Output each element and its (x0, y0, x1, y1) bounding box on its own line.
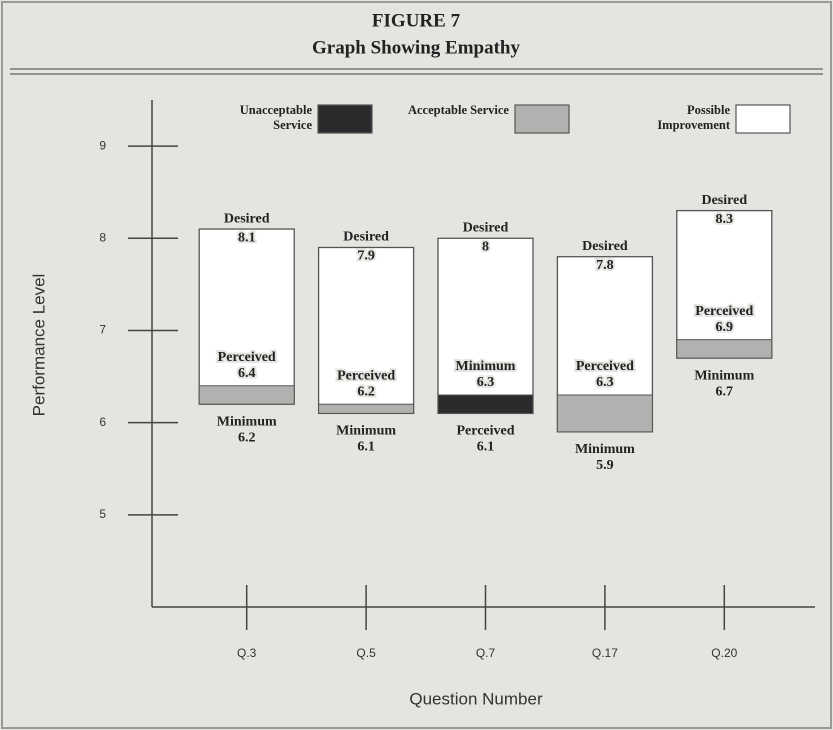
lower-value: 6.1 (357, 440, 375, 455)
lower-label: Minimum (575, 442, 635, 457)
lower-label: Minimum (217, 414, 277, 429)
upper-value: 6.9 (716, 320, 734, 335)
desired-value: 8 (482, 239, 489, 254)
legend-swatch (735, 104, 791, 134)
lower-value: 6.2 (238, 430, 256, 445)
zone-box (198, 228, 295, 405)
upper-label: Perceived (218, 350, 276, 365)
perceived-band (437, 394, 534, 414)
desired-label: Desired (701, 193, 747, 208)
legend-swatch (317, 104, 373, 134)
x-tick-label: Q.3 (237, 646, 257, 660)
x-tick-label: Q.17 (592, 646, 618, 660)
upper-label: Perceived (576, 359, 634, 374)
upper-label: Perceived (337, 368, 395, 383)
desired-label: Desired (582, 239, 628, 254)
upper-value: 6.3 (477, 375, 495, 390)
y-tick-label: 7 (99, 323, 106, 337)
upper-label: Perceived (695, 304, 753, 319)
lower-label: Minimum (694, 368, 754, 383)
lower-label: Minimum (336, 424, 396, 439)
legend-text-box: Unacceptable Service (239, 103, 312, 132)
lower-label: Perceived (456, 424, 514, 439)
chart-title: FIGURE 7 (372, 10, 461, 31)
chart-subtitle: Graph Showing Empathy (312, 37, 521, 58)
desired-value: 7.9 (357, 249, 375, 264)
upper-value: 6.4 (238, 366, 256, 381)
zone-box (676, 209, 773, 359)
legend-swatch (514, 104, 570, 134)
perceived-band (198, 385, 295, 405)
legend-label: Possible Improvement (657, 103, 730, 132)
y-tick-label: 6 (99, 415, 106, 429)
desired-value: 8.1 (238, 230, 256, 245)
desired-value: 7.8 (596, 258, 614, 273)
upper-value: 6.2 (357, 384, 375, 399)
perceived-band (556, 394, 653, 433)
y-tick-label: 8 (99, 230, 106, 244)
y-axis-label: Performance Level (29, 274, 48, 417)
lower-value: 6.1 (477, 440, 495, 455)
zone-box (317, 246, 415, 415)
y-tick-label: 5 (99, 507, 106, 521)
perceived-band (676, 339, 773, 359)
y-tick-label: 9 (99, 138, 106, 152)
upper-value: 6.3 (596, 375, 614, 390)
desired-value: 8.3 (716, 212, 734, 227)
x-tick-label: Q.5 (356, 646, 376, 660)
desired-label: Desired (343, 230, 389, 245)
legend-label: Unacceptable Service (239, 103, 312, 132)
x-tick-label: Q.20 (711, 646, 737, 660)
desired-label: Desired (224, 211, 270, 226)
legend-text-box: Acceptable Service (407, 103, 509, 117)
lower-value: 5.9 (596, 458, 614, 473)
legend-label: Acceptable Service (407, 103, 509, 117)
upper-label: Minimum (456, 359, 516, 374)
desired-label: Desired (463, 220, 509, 235)
lower-value: 6.7 (716, 384, 734, 399)
perceived-band (318, 403, 415, 414)
legend-text-box: Possible Improvement (657, 103, 730, 132)
x-axis-label: Question Number (409, 689, 543, 708)
zone-box (437, 237, 534, 415)
x-tick-label: Q.7 (476, 646, 496, 660)
